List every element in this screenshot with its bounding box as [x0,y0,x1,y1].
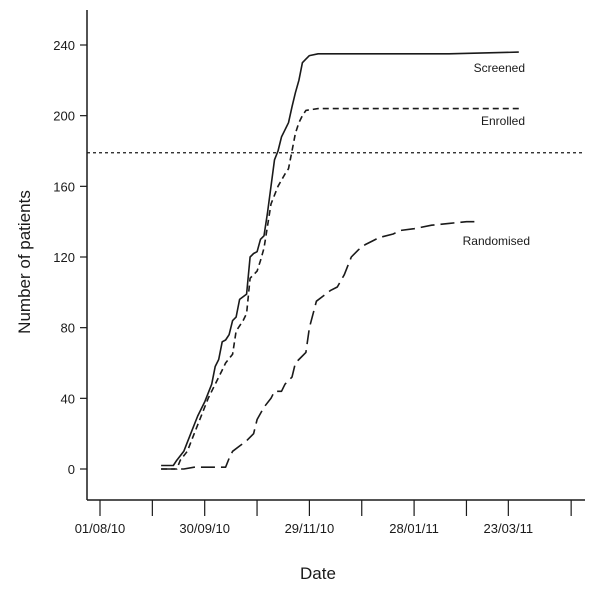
x-tick-label: 29/11/10 [285,521,335,536]
series-label-randomised: Randomised [463,234,530,248]
series-lines [161,51,519,470]
series-line-screened [161,51,519,467]
series-label-enrolled: Enrolled [481,114,525,128]
x-tick-label: 30/09/10 [179,521,230,536]
series-line-randomised [161,220,476,470]
x-tick-label: 23/03/11 [484,521,534,536]
series-labels: Screened Enrolled Randomised [463,61,530,248]
x-axis-ticks: 01/08/10 30/09/10 29/11/10 28/01/11 23/03/11 [75,500,572,536]
axes [86,10,585,501]
x-tick-label: 01/08/10 [75,521,126,536]
y-axis-ticks: 0 40 80 120 160 200 240 [53,38,87,477]
y-tick-label: 40 [61,391,75,406]
y-tick-label: 200 [53,109,75,124]
series-label-screened: Screened [474,61,525,75]
series-line-enrolled [161,107,519,470]
y-tick-label: 240 [53,38,75,53]
y-tick-label: 160 [53,179,75,194]
x-tick-label: 28/01/11 [389,521,439,536]
y-tick-label: 120 [53,250,75,265]
x-axis-title: Date [300,564,336,583]
y-axis-title: Number of patients [15,190,34,334]
y-tick-label: 80 [61,321,75,336]
y-tick-label: 0 [68,462,75,477]
